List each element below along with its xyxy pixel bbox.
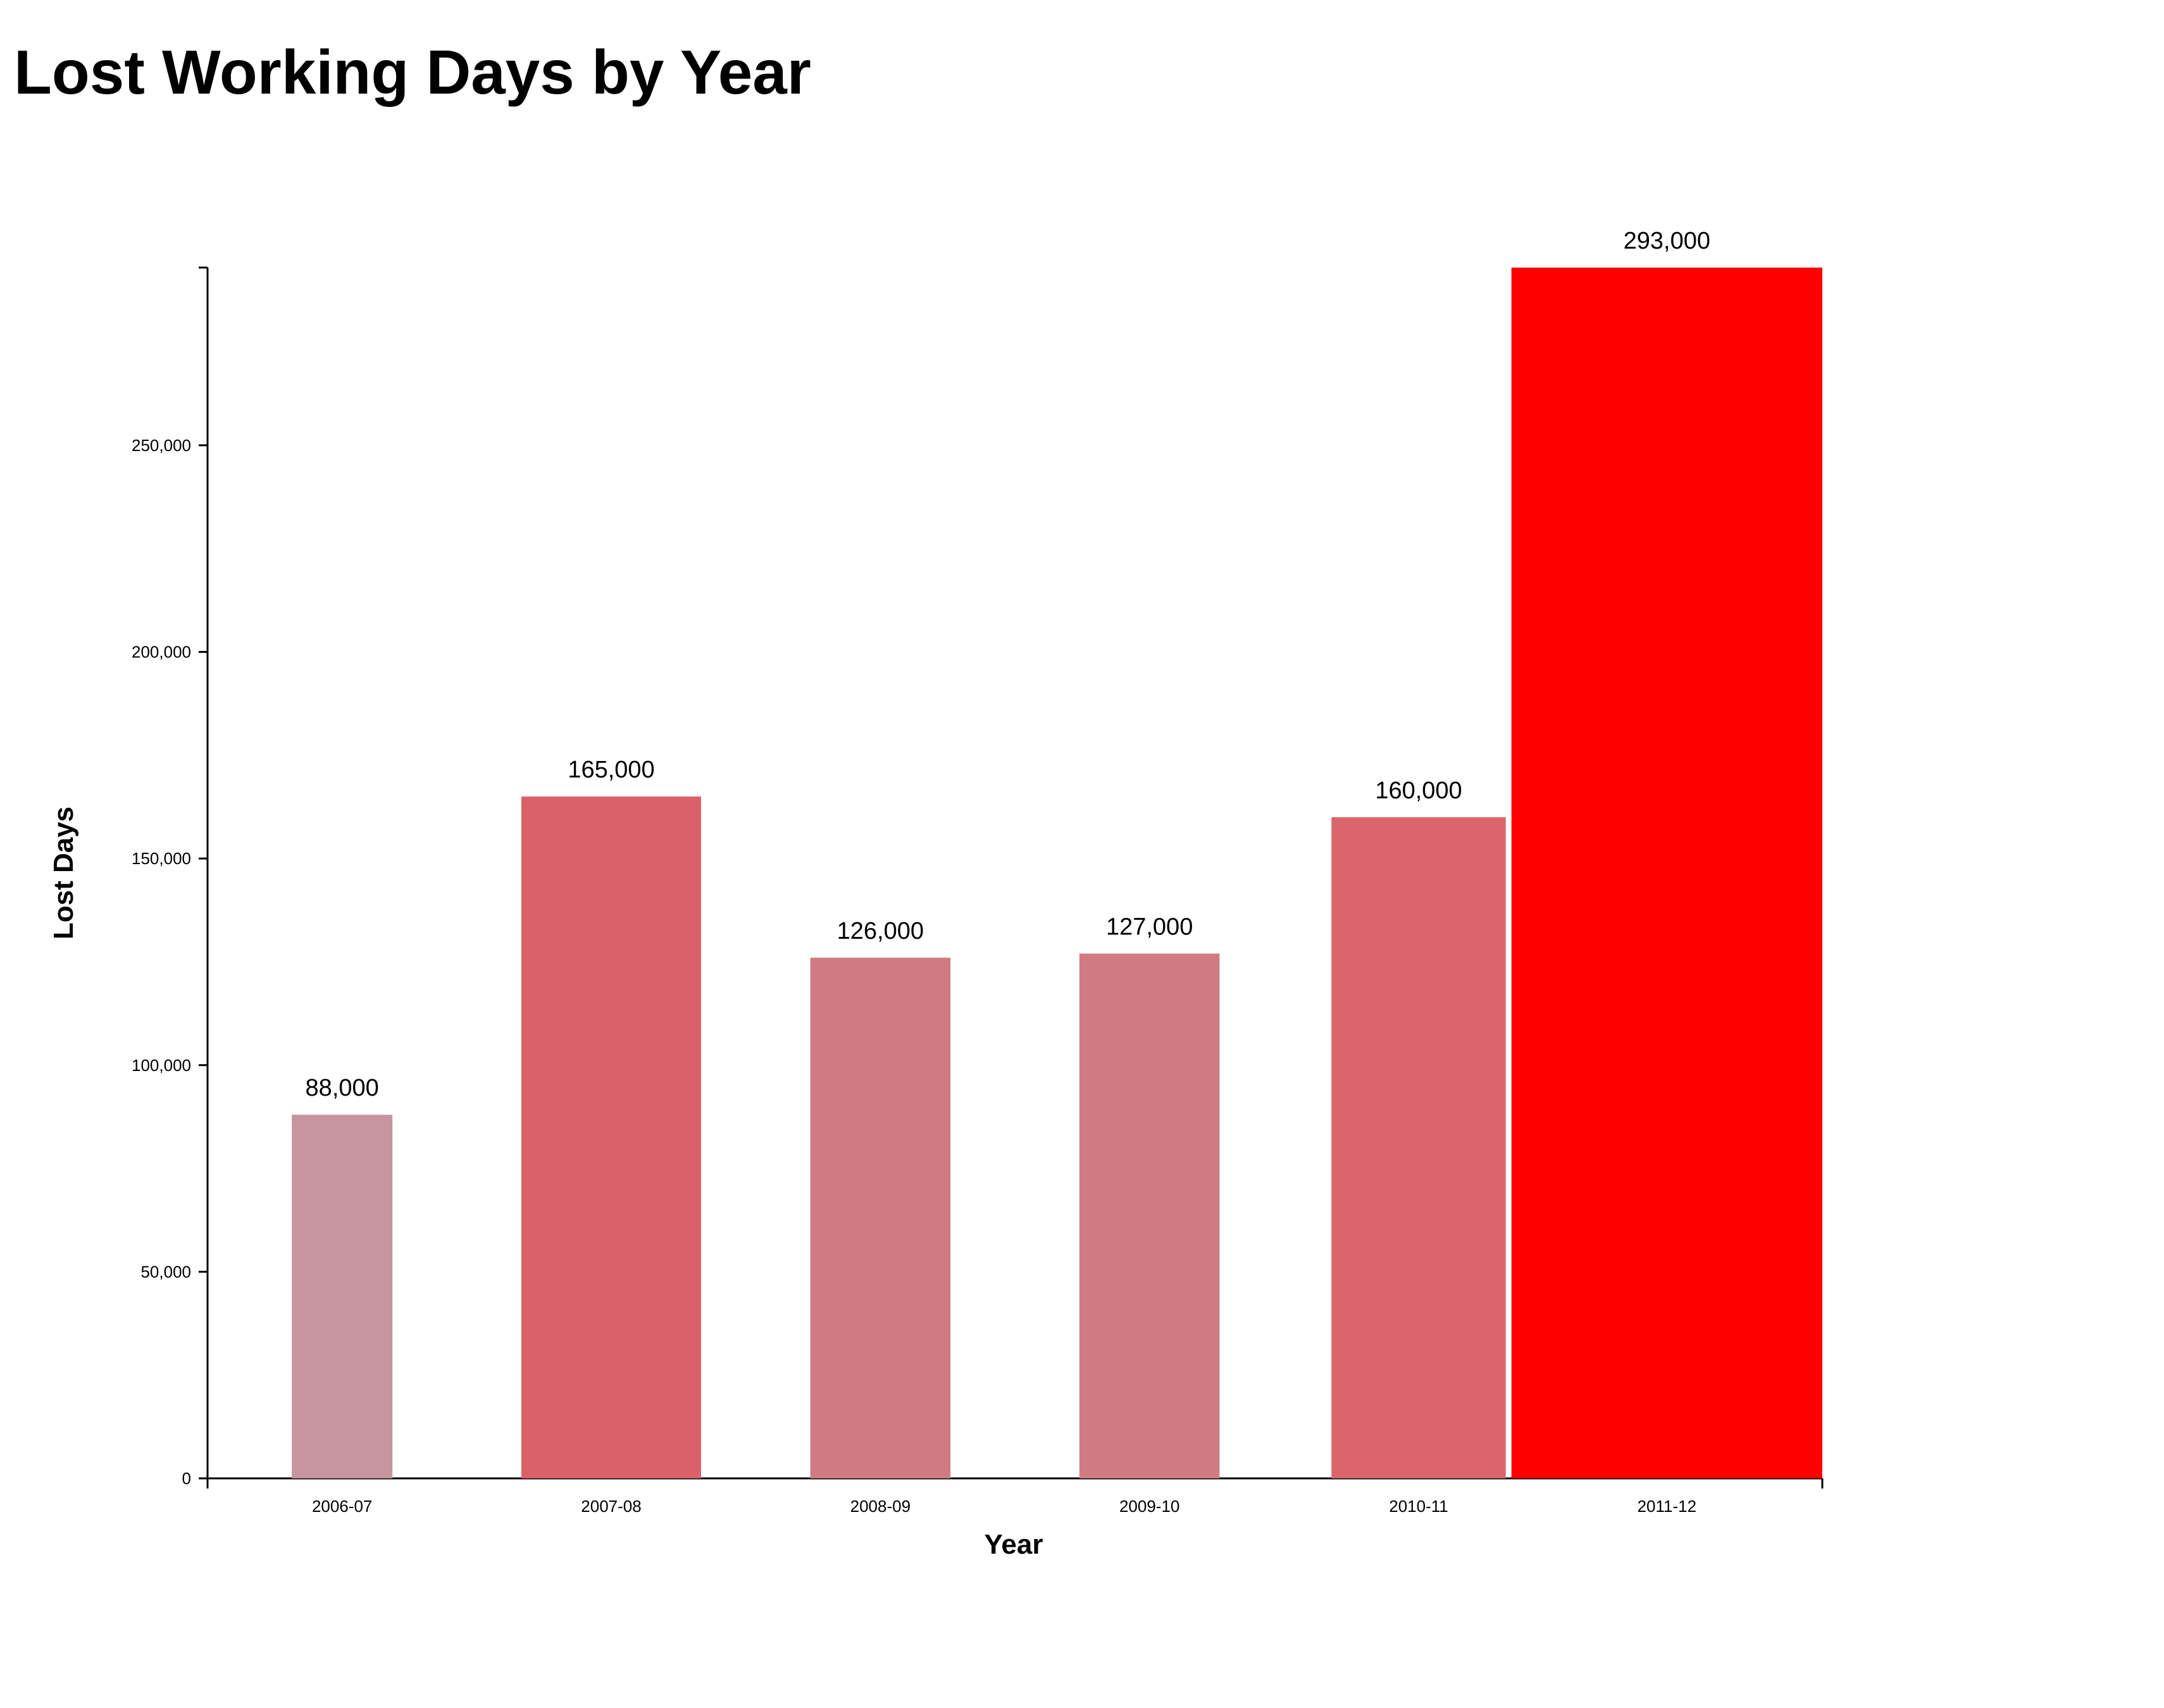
x-tick-label-2011-12: 2011-12: [1638, 1497, 1697, 1516]
bar-2010-11[interactable]: [1331, 817, 1506, 1478]
value-labels-group: 88,000 165,000 126,000 127,000 160,000 293,00…: [306, 228, 1710, 1101]
x-axis-title: Year: [985, 1529, 1043, 1560]
value-label-2008-09: 126,000: [837, 918, 924, 944]
bar-2009-10[interactable]: [1079, 953, 1220, 1478]
bar-2011-12[interactable]: [1511, 268, 1822, 1478]
value-label-2009-10: 127,000: [1106, 913, 1193, 940]
bar-2006-07[interactable]: [292, 1115, 393, 1478]
bars-group: [292, 268, 1822, 1478]
value-label-2007-08: 165,000: [568, 757, 654, 783]
x-tick-label-2009-10: 2009-10: [1119, 1497, 1179, 1516]
x-axis: 2006-07 2007-08 2008-09 2009-10 2010-11 2011-…: [206, 1477, 1824, 1516]
x-tick-label-2008-09: 2008-09: [850, 1497, 911, 1516]
chart-title: Lost Working Days by Year: [14, 37, 811, 107]
y-tick-label: 50,000: [140, 1262, 191, 1281]
value-label-2011-12: 293,000: [1624, 228, 1710, 254]
x-tick-label-2010-11: 2010-11: [1389, 1497, 1448, 1516]
y-axis-title: Lost Days: [48, 807, 79, 939]
x-tick-label-2007-08: 2007-08: [581, 1497, 641, 1516]
x-tick-label-2006-07: 2006-07: [312, 1497, 372, 1516]
value-label-2006-07: 88,000: [306, 1075, 379, 1101]
y-tick-label: 200,000: [132, 643, 191, 662]
y-tick-label: 150,000: [132, 849, 191, 868]
bar-2008-09[interactable]: [810, 957, 951, 1478]
y-tick-label: 250,000: [132, 436, 191, 455]
y-tick-label: 0: [182, 1469, 191, 1488]
bar-2007-08[interactable]: [521, 796, 701, 1478]
y-tick-label: 100,000: [132, 1056, 191, 1075]
y-axis: 0 50,000 100,000 150,000 200,000 250,000: [132, 266, 209, 1488]
value-label-2010-11: 160,000: [1375, 777, 1462, 804]
